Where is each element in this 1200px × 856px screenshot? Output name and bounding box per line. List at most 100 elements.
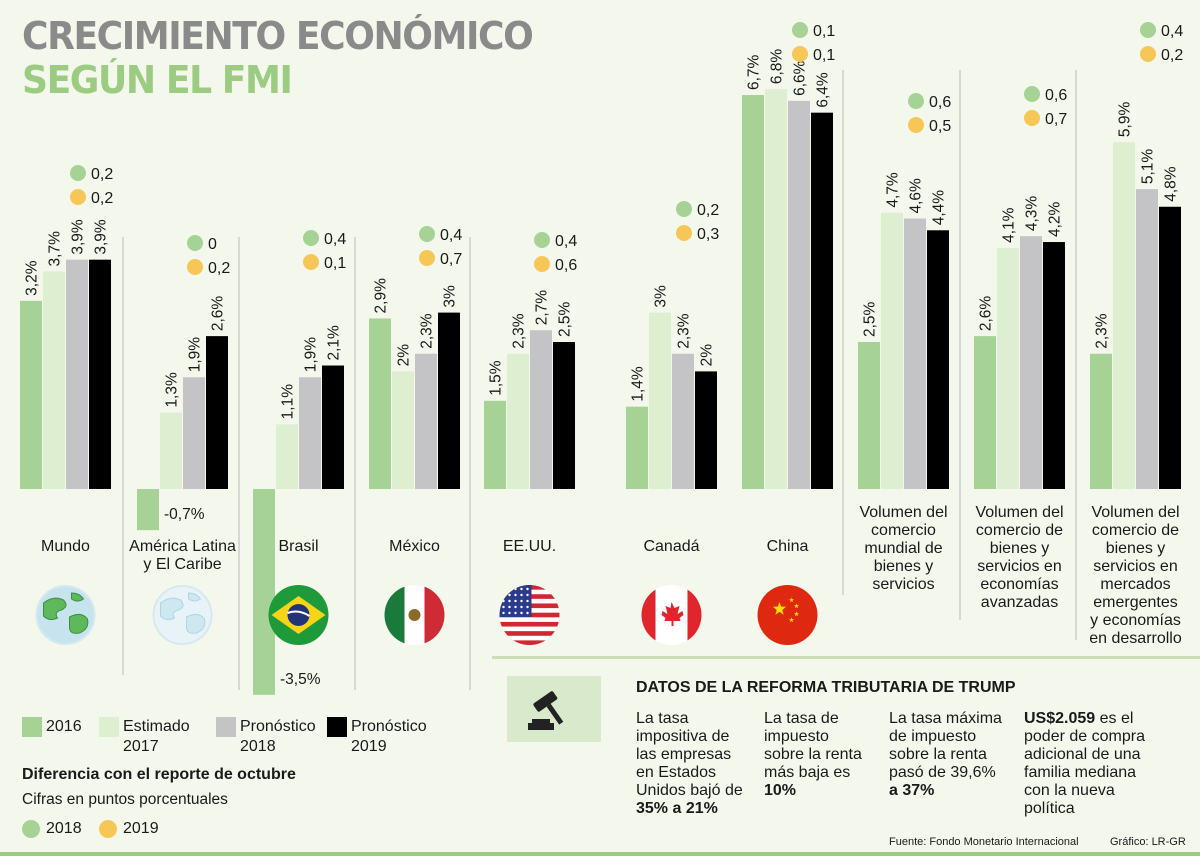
tax-fact-line: sobre la renta xyxy=(889,746,987,763)
flag-star xyxy=(502,593,505,597)
bar-value-label: 6,6% xyxy=(792,60,809,96)
tax-fact-line: La tasa de xyxy=(764,710,839,727)
diff-note-title: Diferencia con el reporte de octubre xyxy=(22,766,296,783)
flag-star xyxy=(508,605,511,609)
category-label: y economías xyxy=(1090,612,1181,629)
diff-dot-2019 xyxy=(1140,46,1156,62)
tax-fact-text: es el xyxy=(1095,710,1134,727)
bar xyxy=(438,312,460,489)
diff-dot-2019 xyxy=(303,254,319,270)
legend-swatch-2016 xyxy=(22,717,42,737)
category-label: bienes y xyxy=(990,540,1050,557)
bar-value-label: 4,3% xyxy=(1024,196,1041,232)
usa-flag-icon xyxy=(499,585,560,645)
canada-flag-icon xyxy=(641,585,702,645)
tax-fact-line: US$2.059 es el xyxy=(1024,710,1164,728)
flag-star xyxy=(502,587,505,591)
bar xyxy=(742,95,764,489)
bar-value-label: 2,3% xyxy=(1094,313,1111,349)
diff-dot-2019 xyxy=(1024,110,1040,126)
tax-fact-line: sobre la renta xyxy=(764,746,862,763)
bar-value-label: 1,3% xyxy=(164,372,181,408)
legend-swatch-2019 xyxy=(327,717,347,737)
bar xyxy=(1020,236,1042,489)
bar xyxy=(811,112,833,490)
tax-fact-line: política xyxy=(1024,800,1075,817)
brazil-flag-icon xyxy=(268,585,329,645)
bar-value-label: 1,1% xyxy=(280,384,297,420)
tax-fact-line: La tasa xyxy=(636,710,689,727)
bar xyxy=(415,353,437,489)
tax-fact-line: de impuesto xyxy=(889,728,977,745)
flag-star xyxy=(526,605,529,609)
category-label: servicios en xyxy=(977,558,1061,575)
diff-value-2019: 0,2 xyxy=(208,260,230,277)
globe-land xyxy=(186,613,206,634)
tax-fact-line: impuesto xyxy=(764,728,829,745)
diff-dot-2019 xyxy=(419,250,435,266)
tax-fact-line: La tasa máxima xyxy=(889,710,1002,727)
legend-label-2018: Pronóstico 2018 xyxy=(240,717,316,757)
bar-value-label: 3,7% xyxy=(47,231,64,267)
bar xyxy=(89,259,111,489)
bar-value-label: 2,6% xyxy=(210,296,227,332)
bar xyxy=(66,259,88,489)
bar xyxy=(507,353,529,489)
chart-subtitle: SEGÚN EL FMI xyxy=(22,58,293,102)
flag-star xyxy=(514,599,517,603)
bar xyxy=(530,330,552,489)
mexico-flag-icon xyxy=(384,585,445,645)
bar xyxy=(276,424,298,489)
tax-fact-highlight: US$2.059 xyxy=(1024,710,1096,727)
bar xyxy=(927,230,949,489)
category-label: Volumen del xyxy=(975,504,1063,521)
diff-value-2019: 0,2 xyxy=(1161,47,1183,64)
diff-dot-2019 xyxy=(187,259,203,275)
bar-value-label: 4,2% xyxy=(1047,201,1064,237)
bar xyxy=(904,218,926,489)
bar-value-label: 2,6% xyxy=(978,296,995,332)
tax-fact-lowest: La tasa de impuesto sobre la renta más b… xyxy=(764,710,879,800)
flag-stripe xyxy=(499,617,560,623)
bar-value-label: 2% xyxy=(699,344,716,367)
diff-value-2019: 0,2 xyxy=(91,190,113,207)
legend-label-2016: 2016 xyxy=(46,718,82,735)
bar-value-label: 3,2% xyxy=(24,260,41,296)
bar xyxy=(1113,142,1135,489)
bar-value-label: 3,9% xyxy=(93,219,110,255)
bar-value-label: 6,8% xyxy=(769,49,786,85)
bar-value-label: 1,9% xyxy=(187,337,204,373)
flag-star xyxy=(514,593,517,597)
bar-value-label: 4,8% xyxy=(1163,166,1180,202)
category-label: bienes y xyxy=(1106,540,1166,557)
tax-fact-line: Unidos bajó de xyxy=(636,782,743,799)
diff-dot-2018 xyxy=(792,22,808,38)
bar-value-label: 2,5% xyxy=(557,301,574,337)
legend-label-2017: Estimado 2017 xyxy=(123,717,190,757)
diff-dot-2018 xyxy=(419,226,435,242)
bar-value-label: 2,7% xyxy=(534,290,551,326)
tax-fact-corporate: La tasa impositiva de las empresas en Es… xyxy=(636,710,756,818)
bar xyxy=(322,365,344,489)
tax-fact-line: en Estados xyxy=(636,764,717,781)
flag-star xyxy=(502,611,505,615)
bar-value-label: -3,5% xyxy=(280,671,321,688)
tax-fact-line: con la nueva xyxy=(1024,782,1115,799)
bar xyxy=(43,271,65,489)
flag-stripe xyxy=(499,631,560,637)
bar xyxy=(672,353,694,489)
bar-value-label: 6,4% xyxy=(815,72,832,108)
bar-value-label: 3% xyxy=(653,285,670,308)
flag-star xyxy=(520,611,523,615)
bar xyxy=(626,406,648,489)
diff-value-2019: 0,3 xyxy=(697,226,719,243)
legend-label-2018-line2: 2018 xyxy=(240,738,276,755)
diff-value-2018: 0,2 xyxy=(91,166,113,183)
bar-value-label: 1,9% xyxy=(303,337,320,373)
bar-value-label: 2,5% xyxy=(862,301,879,337)
tax-reform-box xyxy=(492,656,1200,835)
bar-value-label: 3,9% xyxy=(70,219,87,255)
diff-dot-2019 xyxy=(676,225,692,241)
bar-value-label: 2,9% xyxy=(373,278,390,314)
